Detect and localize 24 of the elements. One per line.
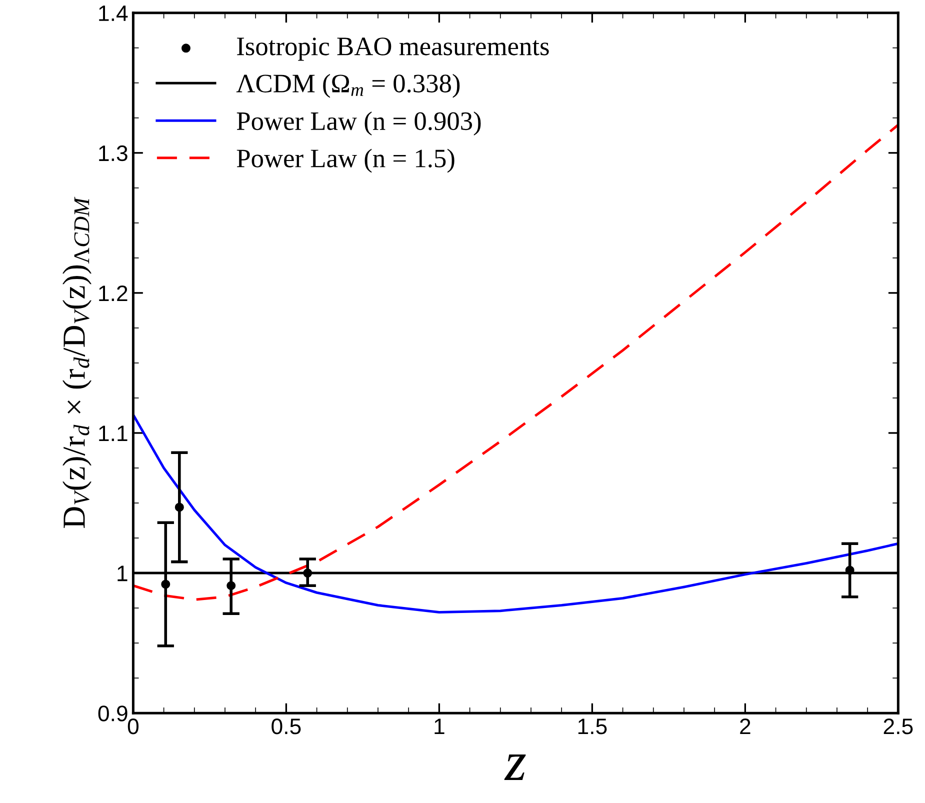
x-tick-label: 2.5: [884, 718, 913, 734]
y-tick-label: 1.2: [99, 285, 128, 301]
x-tick-label: 2: [740, 718, 750, 734]
x-tick-label: 1: [434, 718, 444, 734]
point: [174, 502, 184, 512]
x-axis-title: z: [504, 754, 526, 780]
legend-label: ΛCDM (Ω$_{m}$ = 0.338): [236, 74, 460, 98]
x-tick-label: 1.5: [578, 718, 607, 734]
point: [845, 566, 854, 575]
point: [226, 581, 236, 590]
y-tick-label: 1.4: [99, 6, 128, 21]
x-tick-label: 0: [128, 718, 139, 734]
line-series: [133, 414, 898, 614]
y-tick-label: 1.1: [99, 426, 128, 442]
legend-label: Isotropic BAO measurements: [237, 38, 549, 61]
legend-label: Power Law (n = 1.5): [236, 148, 454, 173]
legend-label: Power Law (n = 0.903): [236, 112, 481, 136]
y-tick-label: 1.3: [99, 145, 128, 162]
x-tick-label: 0.5: [272, 718, 301, 734]
text: D$_{V}$(z)/r$_{d}$ × (r$_{d}$/D$_{V}$(z))$_{ΛCDM}$: [62, 196, 92, 528]
y-tick-label: 0.9: [98, 706, 128, 722]
point: [161, 580, 170, 589]
point: [303, 568, 312, 578]
y-tick-label: 1: [118, 566, 128, 582]
